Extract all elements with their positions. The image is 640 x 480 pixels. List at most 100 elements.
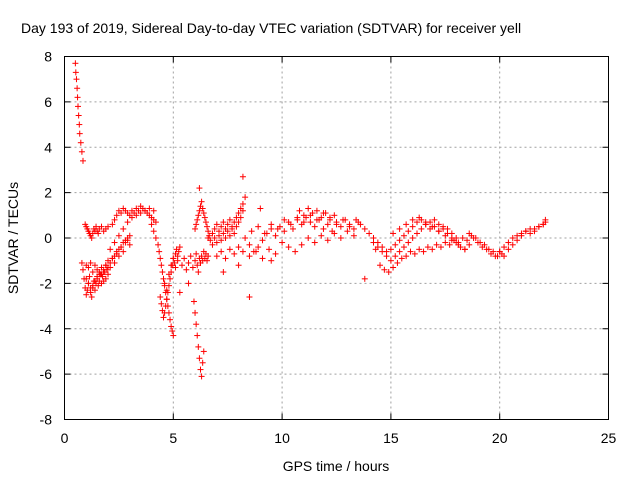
data-point — [137, 210, 144, 217]
data-point — [204, 223, 211, 230]
data-point — [170, 255, 177, 262]
data-point — [189, 264, 196, 271]
data-point — [370, 239, 377, 246]
data-point — [522, 228, 529, 235]
data-point — [196, 185, 203, 192]
data-point — [333, 221, 340, 228]
data-point — [194, 216, 201, 223]
data-point — [163, 296, 170, 303]
data-point — [289, 225, 296, 232]
data-point — [193, 250, 200, 257]
data-point — [259, 255, 266, 262]
data-point — [115, 232, 122, 239]
y-tick-label: 6 — [44, 94, 52, 110]
data-point — [424, 244, 431, 251]
data-point — [179, 262, 186, 269]
data-point — [205, 253, 212, 260]
data-point — [89, 269, 96, 276]
x-tick-label: 10 — [274, 430, 290, 446]
data-point — [509, 241, 516, 248]
data-point — [390, 230, 397, 237]
y-tick-label: 8 — [44, 49, 52, 65]
data-point — [259, 237, 266, 244]
data-point — [392, 241, 399, 248]
data-point — [505, 239, 512, 246]
data-point — [448, 237, 455, 244]
data-point — [381, 266, 388, 273]
data-point — [440, 223, 447, 230]
data-point — [107, 259, 114, 266]
data-point — [176, 289, 183, 296]
data-point — [89, 282, 96, 289]
data-point — [261, 230, 268, 237]
data-point — [183, 266, 190, 273]
data-point — [414, 219, 421, 226]
data-point — [414, 230, 421, 237]
data-point — [155, 241, 162, 248]
data-point — [239, 200, 246, 207]
data-point — [268, 221, 275, 228]
data-point — [199, 205, 206, 212]
data-point — [307, 219, 314, 226]
data-point — [296, 207, 303, 214]
data-point — [156, 248, 163, 255]
data-point — [294, 214, 301, 221]
data-point — [233, 223, 240, 230]
data-point — [200, 210, 207, 217]
data-point — [242, 235, 249, 241]
data-point — [100, 266, 107, 273]
data-point — [157, 293, 164, 300]
data-point — [124, 235, 131, 241]
x-tick-label: 25 — [601, 430, 617, 446]
data-point — [337, 223, 344, 230]
data-point — [357, 221, 364, 228]
data-point — [429, 223, 436, 230]
data-point — [83, 275, 90, 282]
data-point — [350, 225, 357, 232]
data-point — [158, 300, 165, 307]
data-point — [88, 293, 95, 300]
data-point — [91, 262, 98, 269]
data-point — [535, 223, 542, 230]
y-tick-label: -6 — [40, 366, 53, 382]
data-point — [161, 280, 168, 287]
data-point — [107, 246, 114, 253]
data-point — [400, 232, 407, 239]
y-tick-label: -2 — [40, 275, 53, 291]
data-point — [157, 255, 164, 262]
data-point — [509, 235, 516, 241]
data-point — [198, 198, 205, 205]
data-point — [235, 262, 242, 269]
data-point — [200, 348, 207, 355]
data-point — [181, 255, 188, 262]
data-point — [72, 69, 79, 76]
data-point — [442, 239, 449, 246]
data-point — [150, 228, 157, 235]
data-point — [168, 262, 175, 269]
data-point — [105, 264, 112, 271]
data-point — [218, 223, 225, 230]
data-point — [420, 248, 427, 255]
data-point — [118, 244, 125, 251]
data-point — [95, 230, 102, 237]
data-point — [74, 85, 81, 92]
data-point — [272, 250, 279, 257]
y-tick-label: -4 — [40, 321, 53, 337]
data-point — [396, 237, 403, 244]
data-point — [194, 332, 201, 339]
data-point — [448, 230, 455, 237]
x-tick-label: 5 — [169, 430, 177, 446]
data-point — [372, 246, 379, 253]
data-point — [320, 225, 327, 232]
data-point — [79, 157, 86, 164]
data-point — [285, 244, 292, 251]
data-point — [150, 207, 157, 214]
data-point — [98, 223, 105, 230]
data-point — [409, 223, 416, 230]
data-point — [429, 246, 436, 253]
data-point — [229, 225, 236, 232]
data-point — [218, 237, 225, 244]
data-point — [91, 287, 98, 294]
data-point — [409, 216, 416, 223]
data-point — [246, 241, 253, 248]
